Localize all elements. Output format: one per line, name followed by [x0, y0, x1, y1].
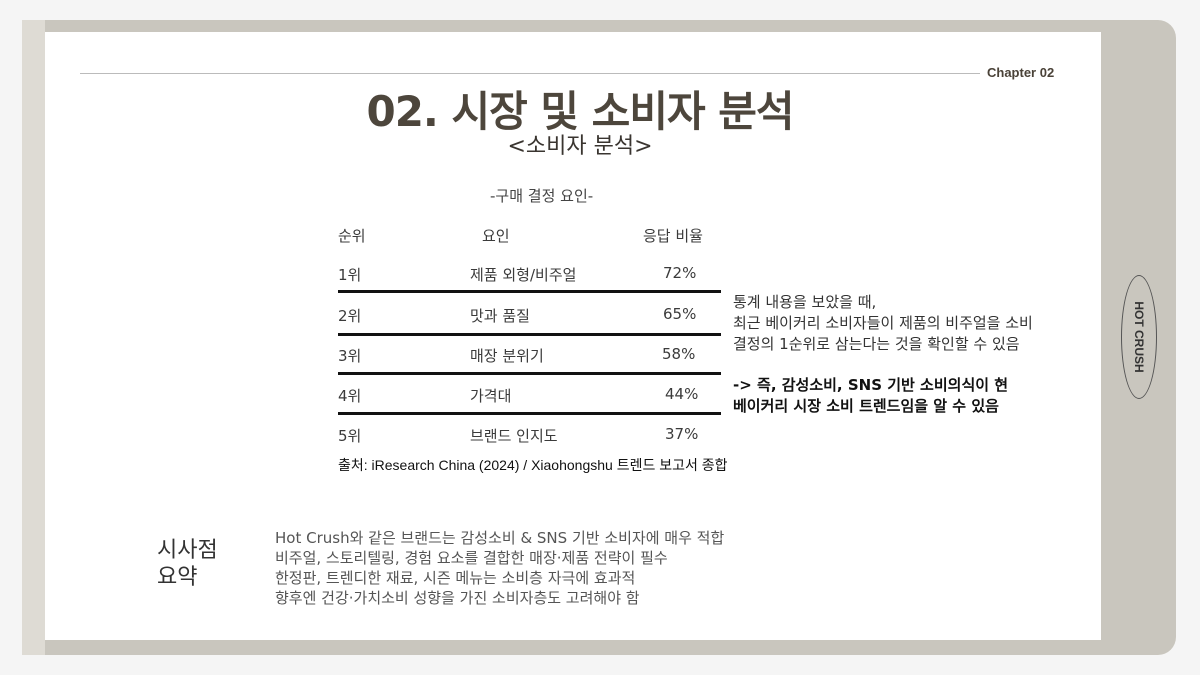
- slide-left-strip: [22, 20, 45, 655]
- summary-line: 비주얼, 스토리텔링, 경험 요소를 결합한 매장·제품 전략이 필수: [275, 549, 668, 567]
- rank: 3위: [338, 347, 362, 365]
- note-line: 결정의 1순위로 삼는다는 것을 확인할 수 있음: [733, 335, 1020, 353]
- slide-card: [45, 32, 1101, 640]
- summary-line: 향후엔 건강·가치소비 성향을 가진 소비자층도 고려해야 함: [275, 589, 640, 607]
- ratio: 58%: [662, 345, 696, 363]
- ratio: 44%: [665, 385, 699, 403]
- header-rank: 순위: [338, 227, 366, 245]
- brand-badge: HOT CRUSH: [1121, 275, 1157, 399]
- table-source: 출처: iResearch China (2024) / Xiaohongshu…: [338, 457, 728, 473]
- summary-heading-line: 시사점: [157, 538, 218, 563]
- ratio: 72%: [663, 264, 697, 282]
- rank: 5위: [338, 427, 362, 445]
- factor: 제품 외형/비주얼: [470, 266, 577, 284]
- factor: 가격대: [470, 387, 512, 405]
- note-line: 통계 내용을 보았을 때,: [733, 293, 877, 311]
- ratio: 65%: [663, 305, 697, 323]
- chapter-label: Chapter 02: [987, 65, 1055, 80]
- summary-line: 한정판, 트렌디한 재료, 시즌 메뉴는 소비층 자극에 효과적: [275, 569, 636, 587]
- analysis-note: 통계 내용을 보았을 때, 최근 베이커리 소비자들이 제품의 비주얼을 소비 …: [733, 292, 1033, 355]
- summary-heading: 시사점 요약: [157, 537, 218, 591]
- factor: 맛과 품질: [470, 307, 530, 325]
- summary-line: Hot Crush와 같은 브랜드는 감성소비 & SNS 기반 소비자에 매우…: [275, 529, 725, 547]
- analysis-conclusion: -> 즉, 감성소비, SNS 기반 소비의식이 현 베이커리 시장 소비 트렌…: [733, 375, 1008, 417]
- page-title: 02. 시장 및 소비자 분석: [366, 87, 794, 136]
- conclusion-line: -> 즉, 감성소비, SNS 기반 소비의식이 현: [733, 376, 1009, 394]
- rank: 1위: [338, 266, 362, 284]
- row-divider: [338, 290, 721, 293]
- note-line: 최근 베이커리 소비자들이 제품의 비주얼을 소비: [733, 314, 1033, 332]
- summary-list: Hot Crush와 같은 브랜드는 감성소비 & SNS 기반 소비자에 매우…: [275, 528, 724, 608]
- factor: 매장 분위기: [470, 347, 544, 365]
- rank: 4위: [338, 387, 362, 405]
- row-divider: [338, 333, 721, 336]
- page-subtitle: <소비자 분석>: [507, 134, 653, 159]
- table-caption: -구매 결정 요인-: [490, 187, 594, 205]
- brand-badge-text: HOT CRUSH: [1132, 301, 1146, 373]
- ratio: 37%: [665, 425, 699, 443]
- row-divider: [338, 372, 721, 375]
- header-ratio: 응답 비율: [643, 227, 703, 245]
- summary-heading-line: 요약: [157, 565, 198, 590]
- header-factor: 요인: [482, 227, 510, 245]
- row-divider: [338, 412, 721, 415]
- header-divider: [80, 73, 980, 74]
- rank: 2위: [338, 307, 362, 325]
- conclusion-line: 베이커리 시장 소비 트렌드임을 알 수 있음: [733, 397, 999, 415]
- factor: 브랜드 인지도: [470, 427, 558, 445]
